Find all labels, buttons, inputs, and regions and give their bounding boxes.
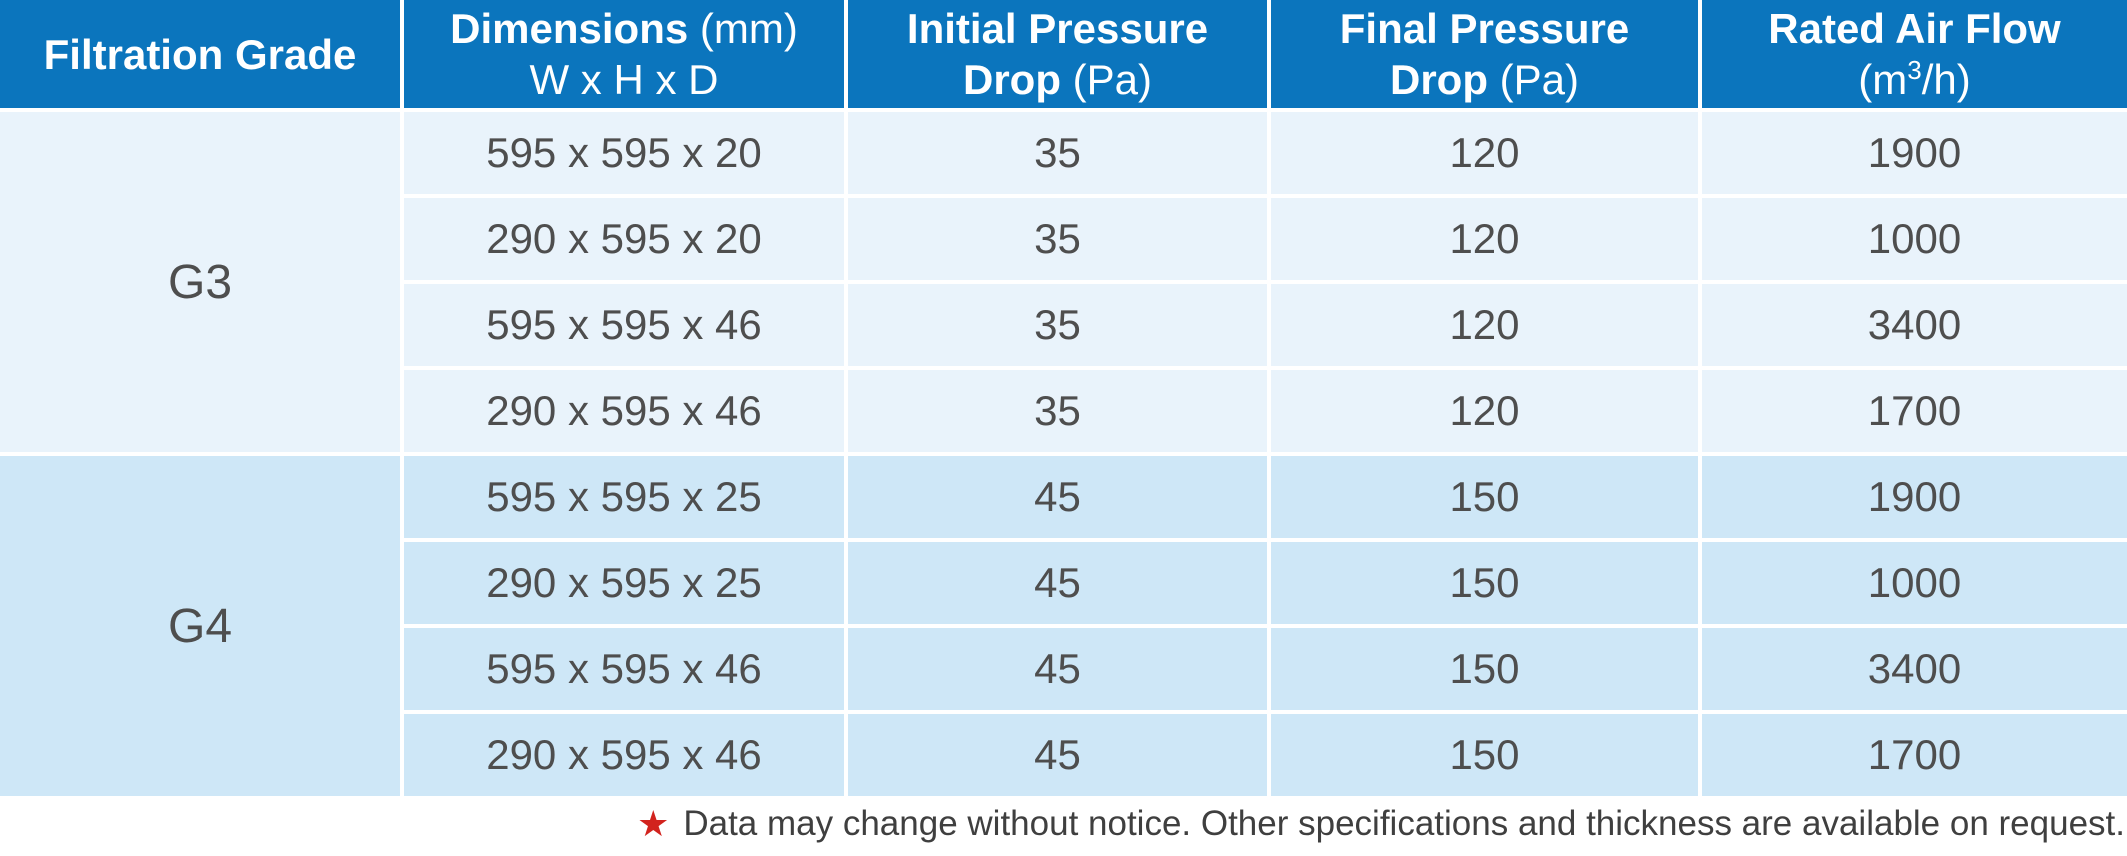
air-flow-cell: 1000 bbox=[1702, 198, 2127, 280]
initial-pressure-cell: 35 bbox=[848, 284, 1267, 366]
header-unit: (Pa) bbox=[1487, 56, 1579, 103]
dimensions-cell: 595 x 595 x 46 bbox=[404, 628, 844, 710]
header-line: W x H x D bbox=[530, 54, 719, 105]
dimensions-cell: 290 x 595 x 46 bbox=[404, 370, 844, 452]
header-line: Drop (Pa) bbox=[963, 54, 1152, 105]
dimensions-cell: 290 x 595 x 46 bbox=[404, 714, 844, 796]
header-line: (m3/h) bbox=[1858, 54, 1970, 105]
air-flow-cell: 1900 bbox=[1702, 456, 2127, 538]
header-text: Drop bbox=[1389, 56, 1488, 103]
header-unit: /h) bbox=[1921, 56, 1971, 103]
footnote: ★ Data may change without notice. Other … bbox=[0, 796, 2127, 852]
header-line: Filtration Grade bbox=[44, 29, 357, 80]
header-unit: (Pa) bbox=[1060, 56, 1152, 103]
header-unit: (mm) bbox=[688, 5, 798, 52]
header-subtext: W x H x D bbox=[529, 56, 719, 103]
header-text: Rated Air Flow bbox=[1768, 5, 2061, 52]
dimensions-cell: 290 x 595 x 20 bbox=[404, 198, 844, 280]
header-line: Initial Pressure bbox=[907, 3, 1208, 54]
grade-cell-g4: G4 bbox=[0, 456, 400, 796]
initial-pressure-cell: 35 bbox=[848, 112, 1267, 194]
final-pressure-cell: 150 bbox=[1271, 542, 1698, 624]
header-unit: (m bbox=[1858, 56, 1908, 103]
initial-pressure-cell: 45 bbox=[848, 456, 1267, 538]
dimensions-cell: 595 x 595 x 20 bbox=[404, 112, 844, 194]
star-icon: ★ bbox=[637, 803, 670, 844]
header-line: Rated Air Flow bbox=[1768, 3, 2060, 54]
header-line: Final Pressure bbox=[1340, 3, 1629, 54]
initial-pressure-cell: 45 bbox=[848, 714, 1267, 796]
header-filtration-grade: Filtration Grade bbox=[0, 0, 400, 108]
header-rated-air-flow: Rated Air Flow (m3/h) bbox=[1702, 0, 2127, 108]
spec-table: Filtration Grade Dimensions (mm) W x H x… bbox=[0, 0, 2127, 796]
header-unit-superscript: 3 bbox=[1907, 55, 1922, 85]
initial-pressure-cell: 45 bbox=[848, 628, 1267, 710]
final-pressure-cell: 150 bbox=[1271, 628, 1698, 710]
dimensions-cell: 595 x 595 x 25 bbox=[404, 456, 844, 538]
air-flow-cell: 3400 bbox=[1702, 284, 2127, 366]
air-flow-cell: 1900 bbox=[1702, 112, 2127, 194]
header-line: Dimensions (mm) bbox=[450, 3, 798, 54]
header-final-pressure-drop: Final Pressure Drop (Pa) bbox=[1271, 0, 1698, 108]
header-dimensions: Dimensions (mm) W x H x D bbox=[404, 0, 844, 108]
initial-pressure-cell: 35 bbox=[848, 198, 1267, 280]
header-text: Initial Pressure bbox=[906, 5, 1209, 52]
final-pressure-cell: 120 bbox=[1271, 370, 1698, 452]
air-flow-cell: 3400 bbox=[1702, 628, 2127, 710]
header-text: Dimensions bbox=[450, 5, 689, 52]
header-line: Drop (Pa) bbox=[1390, 54, 1579, 105]
header-text: Drop bbox=[962, 56, 1061, 103]
dimensions-cell: 595 x 595 x 46 bbox=[404, 284, 844, 366]
header-text: Final Pressure bbox=[1339, 5, 1630, 52]
header-text: Filtration Grade bbox=[43, 30, 357, 78]
air-flow-cell: 1700 bbox=[1702, 370, 2127, 452]
initial-pressure-cell: 35 bbox=[848, 370, 1267, 452]
air-flow-cell: 1000 bbox=[1702, 542, 2127, 624]
dimensions-cell: 290 x 595 x 25 bbox=[404, 542, 844, 624]
header-initial-pressure-drop: Initial Pressure Drop (Pa) bbox=[848, 0, 1267, 108]
final-pressure-cell: 120 bbox=[1271, 284, 1698, 366]
air-flow-cell: 1700 bbox=[1702, 714, 2127, 796]
final-pressure-cell: 120 bbox=[1271, 198, 1698, 280]
final-pressure-cell: 150 bbox=[1271, 714, 1698, 796]
final-pressure-cell: 120 bbox=[1271, 112, 1698, 194]
footnote-text: Data may change without notice. Other sp… bbox=[683, 804, 2125, 843]
grade-cell-g3: G3 bbox=[0, 112, 400, 452]
final-pressure-cell: 150 bbox=[1271, 456, 1698, 538]
initial-pressure-cell: 45 bbox=[848, 542, 1267, 624]
